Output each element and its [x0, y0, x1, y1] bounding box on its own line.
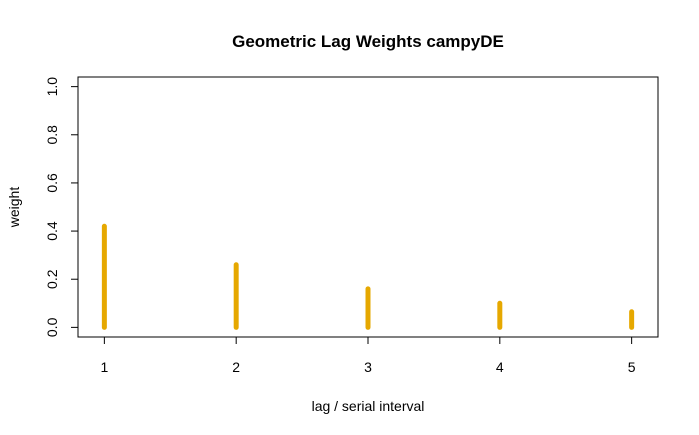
y-tick-label: 0.4 — [44, 221, 60, 241]
y-tick-label: 1.0 — [44, 77, 60, 97]
chart-title: Geometric Lag Weights campyDE — [232, 32, 504, 51]
x-tick-label: 1 — [100, 359, 108, 375]
y-tick-label: 0.8 — [44, 125, 60, 145]
x-tick-label: 5 — [628, 359, 636, 375]
y-tick-label: 0.2 — [44, 269, 60, 289]
y-tick-label: 0.6 — [44, 173, 60, 193]
y-axis-label: weight — [6, 187, 22, 229]
x-tick-label: 2 — [232, 359, 240, 375]
x-tick-label: 4 — [496, 359, 504, 375]
x-axis: 1 2 3 4 5 — [100, 336, 636, 375]
x-axis-label: lag / serial interval — [312, 398, 425, 414]
x-tick-label: 3 — [364, 359, 372, 375]
y-tick-label: 0.0 — [44, 317, 60, 337]
y-axis: 0.0 0.2 0.4 0.6 0.8 1.0 — [44, 77, 79, 337]
data-marks — [101, 223, 635, 330]
